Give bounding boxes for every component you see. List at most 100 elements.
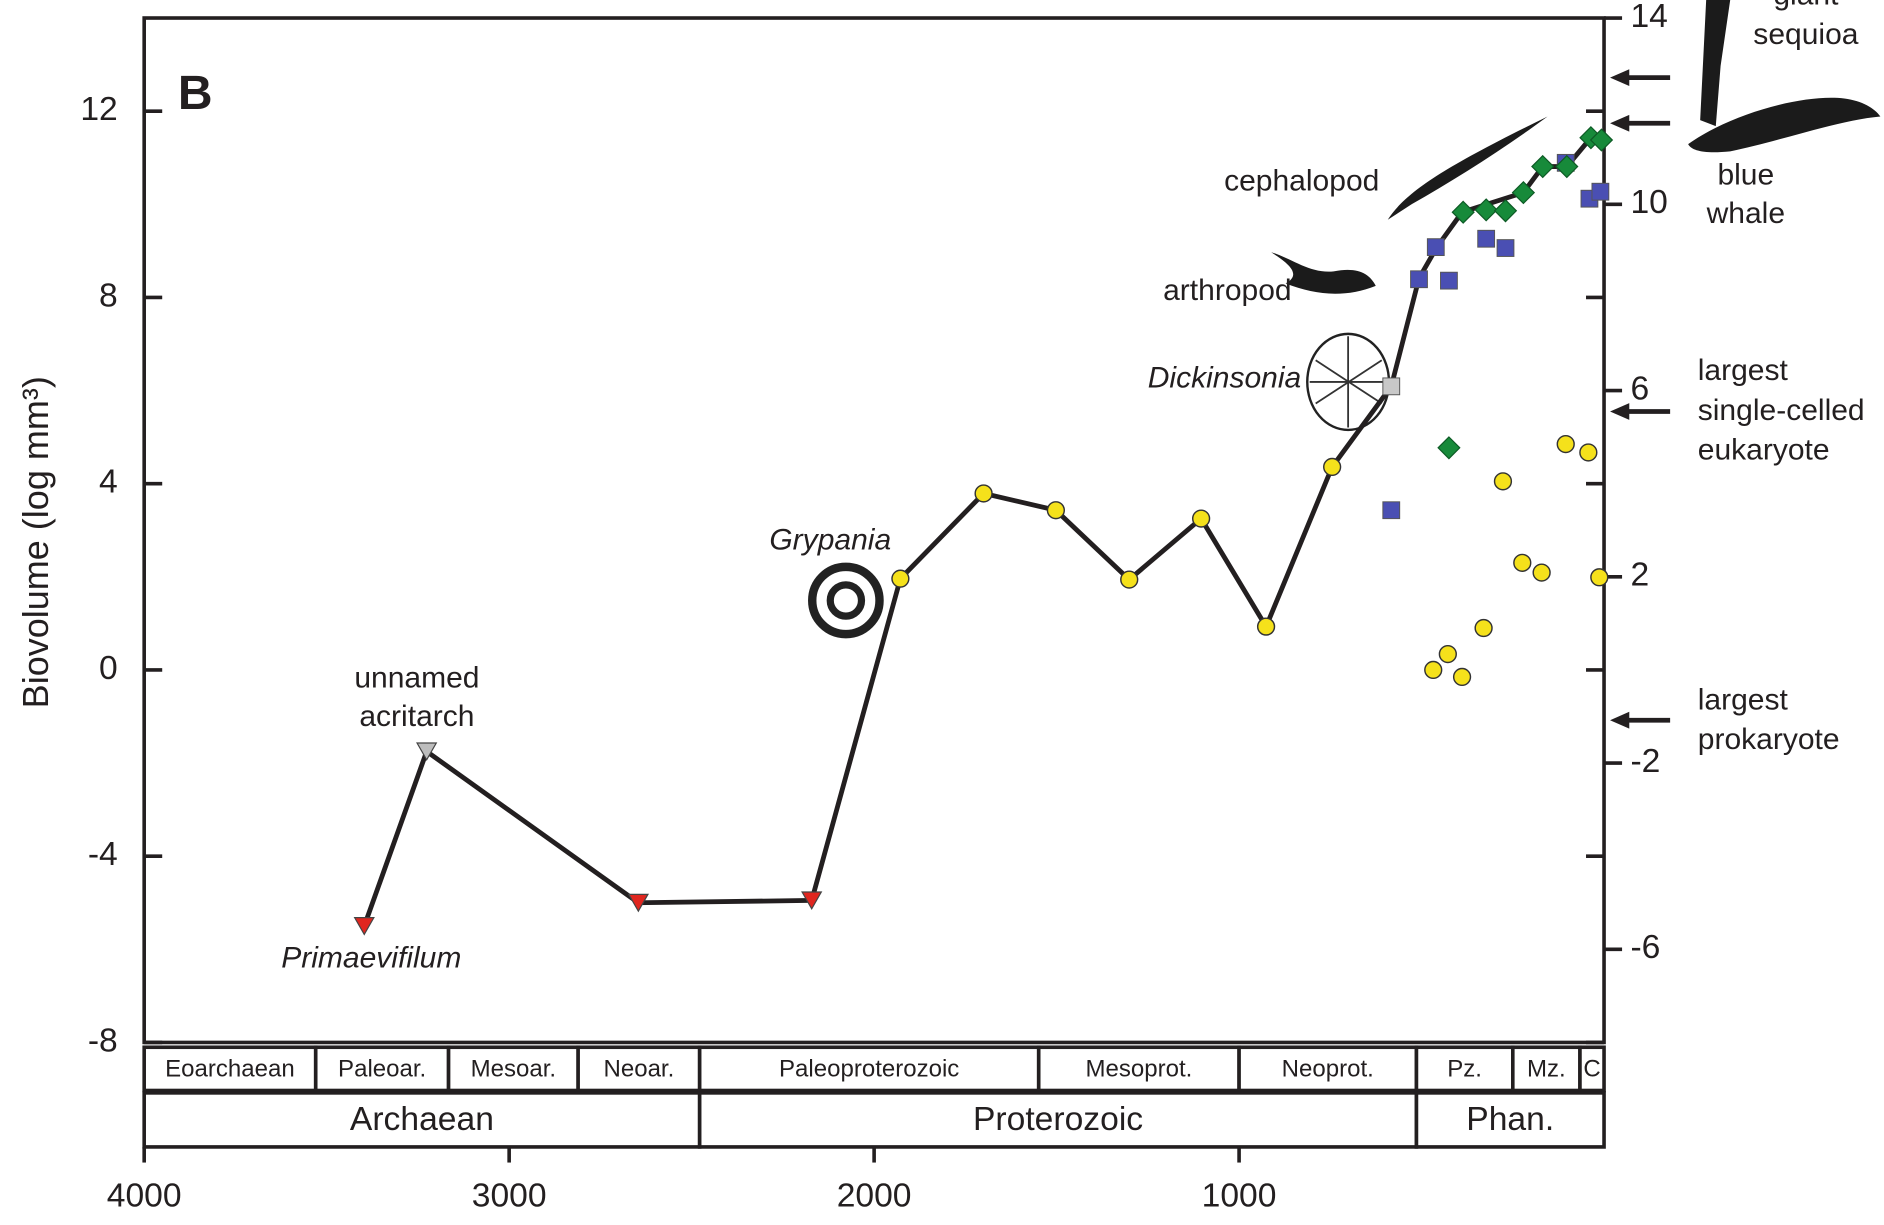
point [416, 742, 438, 762]
x-tick-label: 4000 [107, 1177, 182, 1214]
point [1437, 436, 1461, 460]
level-label: single-celled [1698, 394, 1865, 427]
y2-tick-label: -2 [1630, 743, 1660, 780]
annotation: cephalopod [1224, 164, 1379, 197]
point [1452, 667, 1472, 687]
level-label: largest [1698, 683, 1789, 716]
point [1556, 434, 1575, 454]
y2-tick-label: 10 [1630, 184, 1667, 221]
dickinsonia-ribs [1309, 336, 1387, 428]
point [1493, 199, 1518, 223]
grypania-silhouette [808, 562, 884, 639]
y-tick-label: -8 [88, 1022, 118, 1059]
point [1493, 472, 1513, 491]
point [1382, 377, 1401, 396]
eras-label: Mz. [1527, 1055, 1566, 1082]
point [1496, 239, 1515, 257]
point [1511, 180, 1536, 205]
point [1410, 270, 1428, 289]
plot-frame [142, 16, 1606, 1045]
plot: -8 -4 0 4 8 12 -6 -2 2 6 10 14 Biovolume (log mm³) B E… [15, 0, 1865, 1214]
point [353, 917, 375, 936]
eras-label: Eoarchaean [165, 1055, 295, 1082]
eons-label: Phan. [1466, 1101, 1554, 1138]
point [1531, 154, 1555, 179]
eras-box [1237, 1045, 1419, 1093]
eras-label: Paleoproterozoic [779, 1055, 959, 1082]
point [1579, 443, 1598, 462]
point [1426, 238, 1445, 257]
eras-box [697, 1045, 1041, 1093]
point [1590, 568, 1609, 587]
level-arrowhead [1610, 69, 1630, 87]
level-arrowhead [1610, 114, 1630, 132]
point [1440, 271, 1458, 290]
level-label: sequioa [1753, 18, 1858, 51]
eras-box [1578, 1045, 1606, 1093]
eras-label: C [1583, 1055, 1600, 1082]
point [1513, 553, 1532, 572]
point [1323, 457, 1342, 477]
y2-tick-label: 14 [1630, 0, 1667, 35]
grypania-coil [826, 581, 866, 620]
x-tick-label: 2000 [837, 1177, 912, 1214]
annotation: blue [1717, 158, 1774, 191]
panel-label: B [178, 67, 213, 120]
point [1474, 198, 1498, 222]
eras-label: Neoprot. [1282, 1055, 1374, 1082]
y-tick-label: 8 [99, 277, 118, 314]
point [1555, 154, 1579, 179]
point [1438, 644, 1457, 664]
eras-label: Paleoar. [338, 1055, 426, 1082]
point [1120, 570, 1139, 589]
level-label: largest [1698, 354, 1789, 387]
y-tick-label: 0 [99, 650, 118, 687]
annotation: acritarch [359, 700, 474, 733]
level-arrowhead [1610, 403, 1630, 420]
sequoia-silhouette [1700, 0, 1731, 127]
eras-label: Mesoar. [471, 1055, 556, 1082]
point [1046, 501, 1065, 520]
annotation: Grypania [769, 524, 891, 557]
silhouettes [808, 0, 1881, 639]
annotation: whale [1706, 197, 1785, 230]
eons-label: Archaean [350, 1101, 494, 1138]
eras-label: Neoar. [604, 1055, 675, 1082]
eras-label: Mesoprot. [1085, 1055, 1192, 1082]
whale-silhouette [1688, 97, 1881, 153]
eons-box [1414, 1091, 1606, 1149]
y2-tick-label: -6 [1630, 929, 1660, 966]
point [1191, 509, 1211, 528]
point [1451, 200, 1475, 224]
annotation: unnamed [354, 662, 479, 695]
point [974, 484, 993, 503]
level-label: eukaryote [1698, 434, 1830, 467]
arthropod-silhouette [1271, 252, 1376, 294]
y2-tick-label: 6 [1630, 370, 1649, 407]
annotation: arthropod [1163, 274, 1292, 307]
eras-box [1036, 1045, 1241, 1093]
point [1424, 660, 1443, 680]
x-tick-label: 1000 [1202, 1177, 1277, 1214]
level-arrowhead [1610, 711, 1630, 729]
eons-label: Proterozoic [973, 1101, 1143, 1138]
eras-label: Pz. [1447, 1055, 1482, 1082]
x-tick-label: 3000 [472, 1177, 547, 1214]
y-tick-label: -4 [88, 836, 118, 873]
point [1256, 617, 1276, 636]
level-label: prokaryote [1698, 723, 1840, 756]
point [1477, 229, 1496, 248]
cephalopod-silhouette [1387, 116, 1548, 220]
annotation: Dickinsonia [1148, 361, 1302, 394]
level-label: giant [1773, 0, 1839, 11]
y-axis-label: Biovolume (log mm³) [15, 376, 56, 708]
point [1591, 182, 1610, 201]
y2-tick-label: 2 [1630, 557, 1649, 594]
eras-box [142, 1045, 318, 1093]
point [891, 569, 910, 588]
annotation: Primaevifilum [281, 942, 461, 975]
point [1382, 501, 1401, 520]
trend-line [361, 136, 1593, 927]
